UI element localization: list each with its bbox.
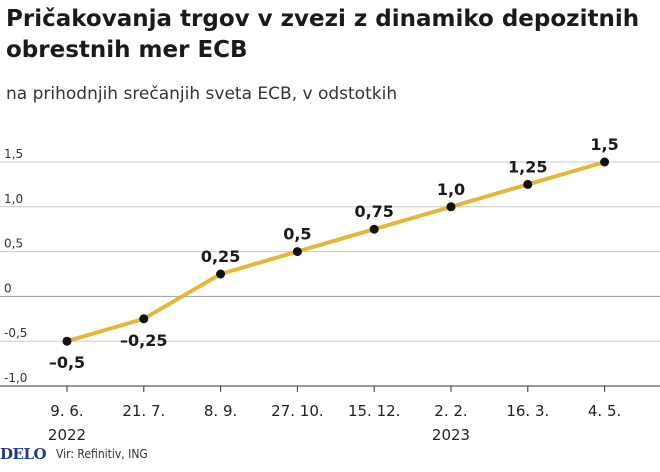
y-tick-label: 1,5: [4, 147, 23, 161]
series-line: [65, 160, 607, 344]
y-tick-label: 0,5: [4, 237, 23, 251]
y-tick-label: 1,0: [4, 192, 23, 206]
footer: DELO Vir: Refinitiv, ING: [0, 444, 660, 472]
data-label: 1,5: [590, 135, 618, 154]
data-label: –0,25: [120, 331, 167, 350]
data-point: [523, 179, 533, 189]
x-tick-label: 27. 10.: [271, 402, 323, 420]
data-point: [369, 224, 379, 234]
data-point: [600, 157, 610, 167]
data-label: 0,5: [283, 225, 311, 244]
x-tick-label: 15. 12.: [348, 402, 400, 420]
data-label: 0,25: [201, 247, 240, 266]
source-note: Vir: Refinitiv, ING: [56, 447, 148, 461]
line-chart: 1,5 1,0 0,5 0 -0,5 -1,0 9. 6. 21. 7. 8. 9. 27. 10…: [0, 135, 660, 444]
y-tick-label: 0: [4, 281, 12, 295]
chart-subtitle: na prihodnjih srečanjih sveta ECB, v ods…: [6, 84, 398, 104]
y-tick-label: -1,0: [4, 371, 27, 385]
x-tick-label: 4. 5.: [588, 402, 621, 420]
data-point: [139, 314, 149, 324]
data-label: 1,0: [437, 180, 465, 199]
data-point: [62, 336, 72, 346]
x-tick-label: 9. 6.: [50, 402, 83, 420]
data-label: 1,25: [508, 157, 547, 176]
x-tick-label: 2. 2.: [434, 402, 467, 420]
data-point: [292, 247, 302, 257]
x-year-label: 2022: [48, 426, 86, 444]
y-tick-label: -0,5: [4, 326, 27, 340]
x-tick-label: 8. 9.: [204, 402, 237, 420]
data-point: [216, 269, 226, 279]
data-label: 0,75: [354, 202, 393, 221]
x-tick-label: 16. 3.: [506, 402, 549, 420]
x-tick-label: 21. 7.: [122, 402, 165, 420]
chart-title: Pričakovanja trgov v zvezi z dinamiko de…: [6, 6, 640, 63]
data-point: [446, 202, 456, 212]
x-year-label: 2023: [432, 426, 470, 444]
data-label: –0,5: [49, 353, 85, 372]
delo-logo: DELO: [0, 445, 47, 463]
